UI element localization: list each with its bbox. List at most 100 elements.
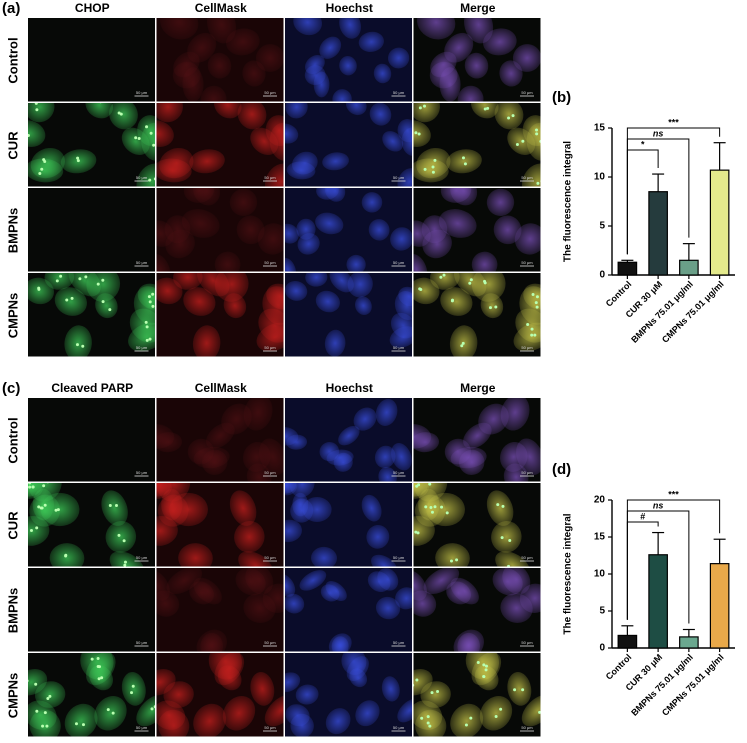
cell: [413, 432, 440, 453]
cell: [516, 438, 541, 476]
granule: [535, 305, 539, 309]
granule: [460, 344, 464, 348]
granule: [74, 722, 78, 726]
micrograph: 50 μm: [156, 188, 284, 272]
cell: [493, 215, 522, 245]
cell: [238, 551, 273, 567]
cell: [166, 568, 203, 595]
granule: [433, 158, 437, 162]
cell: [181, 209, 220, 238]
granule: [482, 674, 486, 678]
scale-bar-label: 50 μm: [264, 555, 276, 560]
granule: [513, 688, 517, 692]
cell: [465, 653, 500, 680]
row-label: Control: [5, 37, 20, 83]
cell: [353, 407, 377, 431]
x-tick-label: Control: [604, 652, 634, 682]
cell: [207, 18, 237, 44]
cell: [311, 546, 338, 567]
cell: [207, 52, 232, 79]
micrograph: 50 μm: [156, 273, 284, 357]
granule: [114, 504, 118, 508]
granule: [469, 716, 473, 720]
cell: [159, 147, 194, 179]
granule: [145, 338, 149, 342]
cell: [387, 47, 410, 69]
cell: [156, 254, 171, 272]
cell: [105, 521, 137, 553]
cell: [480, 293, 504, 319]
granule: [483, 107, 487, 111]
granule: [41, 724, 45, 728]
cell: [237, 103, 267, 130]
cell: [450, 703, 484, 737]
micrograph: 50 μm: [28, 398, 155, 482]
cell: [259, 438, 284, 476]
scale-bar-label: 50 μm: [264, 725, 276, 730]
cell: [367, 571, 391, 592]
granule: [508, 538, 512, 542]
granule: [468, 281, 472, 285]
significance-label: *: [641, 139, 645, 149]
cell: [378, 466, 397, 482]
granule: [539, 139, 541, 143]
cell: [345, 103, 367, 116]
granule: [507, 564, 511, 567]
cell: [358, 31, 384, 52]
scale-bar-label: 50 μm: [264, 90, 276, 95]
granule: [483, 281, 487, 285]
micrograph: 50 μm: [413, 103, 541, 187]
column-header: CHOP: [75, 1, 110, 15]
granule: [108, 308, 112, 312]
cell: [85, 103, 114, 119]
cell: [187, 32, 217, 63]
granule: [123, 563, 127, 567]
granule: [531, 293, 535, 297]
granule: [488, 306, 492, 310]
scale-bar-label: 50 μm: [521, 555, 533, 560]
cell: [341, 653, 367, 675]
granule: [48, 694, 52, 698]
cell: [290, 713, 314, 737]
column-header: Merge: [460, 1, 496, 15]
granule: [97, 677, 101, 681]
image-background: [28, 398, 155, 482]
cell: [214, 251, 241, 272]
y-tick-label: 5: [599, 221, 605, 232]
granule: [28, 133, 30, 137]
cell: [235, 568, 266, 596]
cell: [169, 492, 208, 527]
granule: [482, 663, 486, 667]
cell: [444, 438, 471, 465]
granule: [500, 536, 504, 540]
row-label: BMPNs: [5, 588, 20, 634]
granule: [147, 295, 151, 299]
granule: [29, 528, 33, 532]
cell: [257, 223, 284, 255]
granule: [515, 143, 519, 147]
granule: [415, 484, 419, 488]
granule: [28, 483, 32, 485]
scale-bar-label: 50 μm: [136, 345, 148, 350]
scale-bar-label: 50 μm: [136, 470, 148, 475]
cell: [373, 63, 392, 84]
granule: [45, 724, 49, 728]
granule: [540, 709, 541, 710]
cell: [329, 273, 354, 293]
granule: [499, 707, 503, 711]
cell: [440, 287, 473, 316]
y-tick-label: 10: [594, 569, 606, 580]
scale-bar-label: 50 μm: [136, 555, 148, 560]
scale-bar-label: 50 μm: [521, 470, 533, 475]
granule: [424, 505, 428, 509]
granule: [37, 287, 41, 291]
row-label: CUR: [5, 511, 20, 540]
granule: [34, 103, 38, 105]
cell: [369, 103, 392, 126]
cell: [141, 122, 155, 161]
micrograph: 50 μm: [156, 483, 284, 567]
cell: [213, 103, 242, 119]
micrograph: 50 μm: [156, 18, 284, 102]
scale-bar-label: 50 μm: [521, 345, 533, 350]
cell: [226, 28, 260, 56]
